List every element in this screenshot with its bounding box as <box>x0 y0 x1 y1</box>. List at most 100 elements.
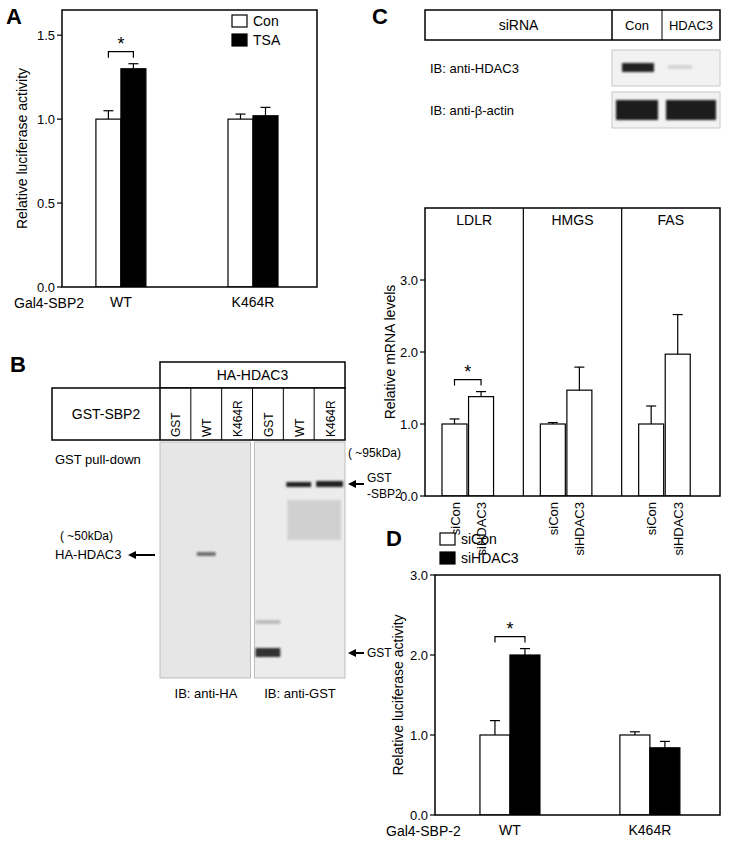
x-tick-label: WT <box>499 822 521 838</box>
error-line <box>240 114 241 119</box>
error-cap <box>660 741 670 742</box>
error-cap <box>235 113 245 114</box>
blot-label: GST pull-down <box>55 452 141 467</box>
x-tick-label: siHDAC3 <box>572 502 587 555</box>
error-line <box>651 406 652 424</box>
error-cap <box>548 422 558 423</box>
band-label: -SBP2 <box>367 487 402 501</box>
x-tick-label: K464R <box>232 294 275 310</box>
band <box>616 100 658 120</box>
bar <box>228 119 253 287</box>
table-line <box>252 388 253 440</box>
arrow-shaft <box>134 554 155 556</box>
legend-swatch <box>232 15 247 27</box>
lane-label: Con <box>625 18 649 33</box>
error-bar <box>260 107 270 115</box>
error-cap <box>260 107 270 108</box>
error-line <box>664 741 665 747</box>
error-bar <box>520 649 530 655</box>
lane-label: WT <box>200 418 214 437</box>
smear <box>287 500 341 540</box>
y-tick-label: 1.0 <box>410 728 428 743</box>
table-line <box>190 388 191 440</box>
y-tick-label: 1.5 <box>37 28 55 43</box>
bar <box>480 735 510 815</box>
band <box>622 63 654 72</box>
plot-area <box>442 315 690 496</box>
band <box>666 100 716 120</box>
band-label: HA-HDAC3 <box>55 547 121 562</box>
y-tick-label: 2.0 <box>400 345 418 360</box>
error-cap <box>520 648 530 649</box>
group-label: HMGS <box>552 212 594 228</box>
arrow-head <box>348 480 356 488</box>
bar <box>650 748 680 815</box>
y-tick-label: 2.0 <box>410 648 428 663</box>
error-bar <box>574 367 584 390</box>
error-line <box>677 315 678 355</box>
table-line <box>159 388 161 440</box>
bar <box>540 424 565 496</box>
plot-frame <box>62 10 317 287</box>
error-line <box>108 111 109 119</box>
legend-label: siHDAC3 <box>461 550 519 566</box>
size-label: ( ~95kDa) <box>348 446 401 460</box>
plot-frame <box>425 208 720 496</box>
y-tick-label: 3.0 <box>410 568 428 583</box>
error-bar <box>646 406 656 424</box>
arrow <box>128 551 155 559</box>
table-cell <box>160 362 345 388</box>
significance-star: * <box>117 34 124 54</box>
ib-label: IB: anti-HA <box>175 686 238 701</box>
error-bar <box>103 111 113 119</box>
table-line <box>221 388 222 440</box>
error-cap <box>574 367 584 368</box>
bar <box>96 119 121 287</box>
error-cap <box>673 314 683 315</box>
x-tick-label: siHDAC3 <box>474 502 489 555</box>
ib-label: IB: anti-GST <box>264 686 336 701</box>
blot-row-label: GST-SBP2 <box>72 406 141 422</box>
panel-letter: B <box>10 352 26 377</box>
error-line <box>524 649 525 655</box>
panel-letter: D <box>386 526 402 551</box>
y-tick-label: 0.0 <box>400 489 418 504</box>
band-label: GST <box>367 646 392 660</box>
band-label: GST <box>367 471 392 485</box>
error-bar <box>476 392 486 397</box>
table-cell <box>425 10 720 40</box>
y-tick-label: 0.0 <box>410 808 428 823</box>
lane-label: K464R <box>231 400 245 437</box>
band <box>316 481 343 487</box>
x-tick-label: siCon <box>644 502 659 535</box>
blot-header: HA-HDAC3 <box>217 367 289 383</box>
size-label: ( ~50kDa) <box>60 529 113 543</box>
error-line <box>454 419 455 424</box>
error-line <box>133 64 134 69</box>
lane-label: GST <box>169 412 183 437</box>
y-tick-label: 1.0 <box>400 417 418 432</box>
significance-star: * <box>506 619 513 639</box>
chart: 0.01.02.03.0Relative luciferase activity… <box>386 531 720 839</box>
plot-frame <box>435 575 720 815</box>
error-bar <box>630 732 640 735</box>
table-line <box>662 10 663 40</box>
group-divider <box>621 208 622 496</box>
x-tick-label: K464R <box>628 822 671 838</box>
band <box>256 620 281 624</box>
table-line <box>283 388 284 440</box>
error-bar <box>450 419 460 424</box>
bar <box>121 69 146 287</box>
bar <box>510 655 540 815</box>
y-tick-label: 0.5 <box>37 196 55 211</box>
error-bar <box>490 721 500 735</box>
legend-swatch <box>440 552 455 564</box>
y-tick-label: 1.0 <box>37 112 55 127</box>
blot-image <box>255 442 346 678</box>
table-line <box>611 10 613 40</box>
legend-swatch <box>440 533 455 545</box>
x-tick-label: siCon <box>546 502 561 535</box>
significance-star: * <box>464 362 471 382</box>
bar <box>567 390 592 496</box>
panel-letter: A <box>6 4 22 29</box>
